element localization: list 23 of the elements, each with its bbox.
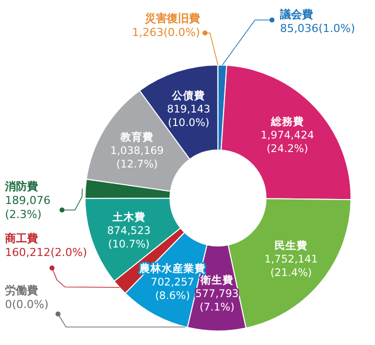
text: 0(0.0%)	[5, 298, 49, 311]
data-label: 160,212(2.0%)	[5, 246, 88, 259]
data-label: 189,076 (2.3%)	[5, 194, 50, 221]
data-label: 874,523 (10.7%)	[107, 224, 151, 250]
slice-label: 総務費	[270, 114, 304, 128]
slice-label: 民生費	[274, 238, 308, 252]
slice-label: 消防費	[4, 180, 38, 193]
slice-label: 教育費	[120, 130, 154, 144]
data-label: 702,257 (8.6%)	[150, 276, 194, 302]
slice-label: 商工費	[4, 232, 38, 245]
data-label: 819,143 (10.0%)	[166, 104, 210, 130]
data-label: 1,752,141 (21.4%)	[264, 253, 318, 279]
data-label: 577,793 (7.1%)	[195, 288, 239, 314]
data-label: 1,263(0.0%)	[132, 26, 200, 39]
legend-label: 議会費	[279, 8, 313, 21]
slice-label: 災害復旧費	[144, 12, 200, 25]
data-label: 1,974,424 (24.2%)	[260, 129, 314, 155]
slice-label: 衛生費	[200, 273, 234, 286]
category-label: 労働費	[5, 284, 38, 297]
data-label: 1,038,169 (12.7%)	[110, 144, 164, 170]
slice-label: 土木費	[111, 210, 146, 224]
slice-label: 公債費	[171, 89, 206, 102]
data-label: 85,036(1.0%)	[280, 22, 356, 35]
